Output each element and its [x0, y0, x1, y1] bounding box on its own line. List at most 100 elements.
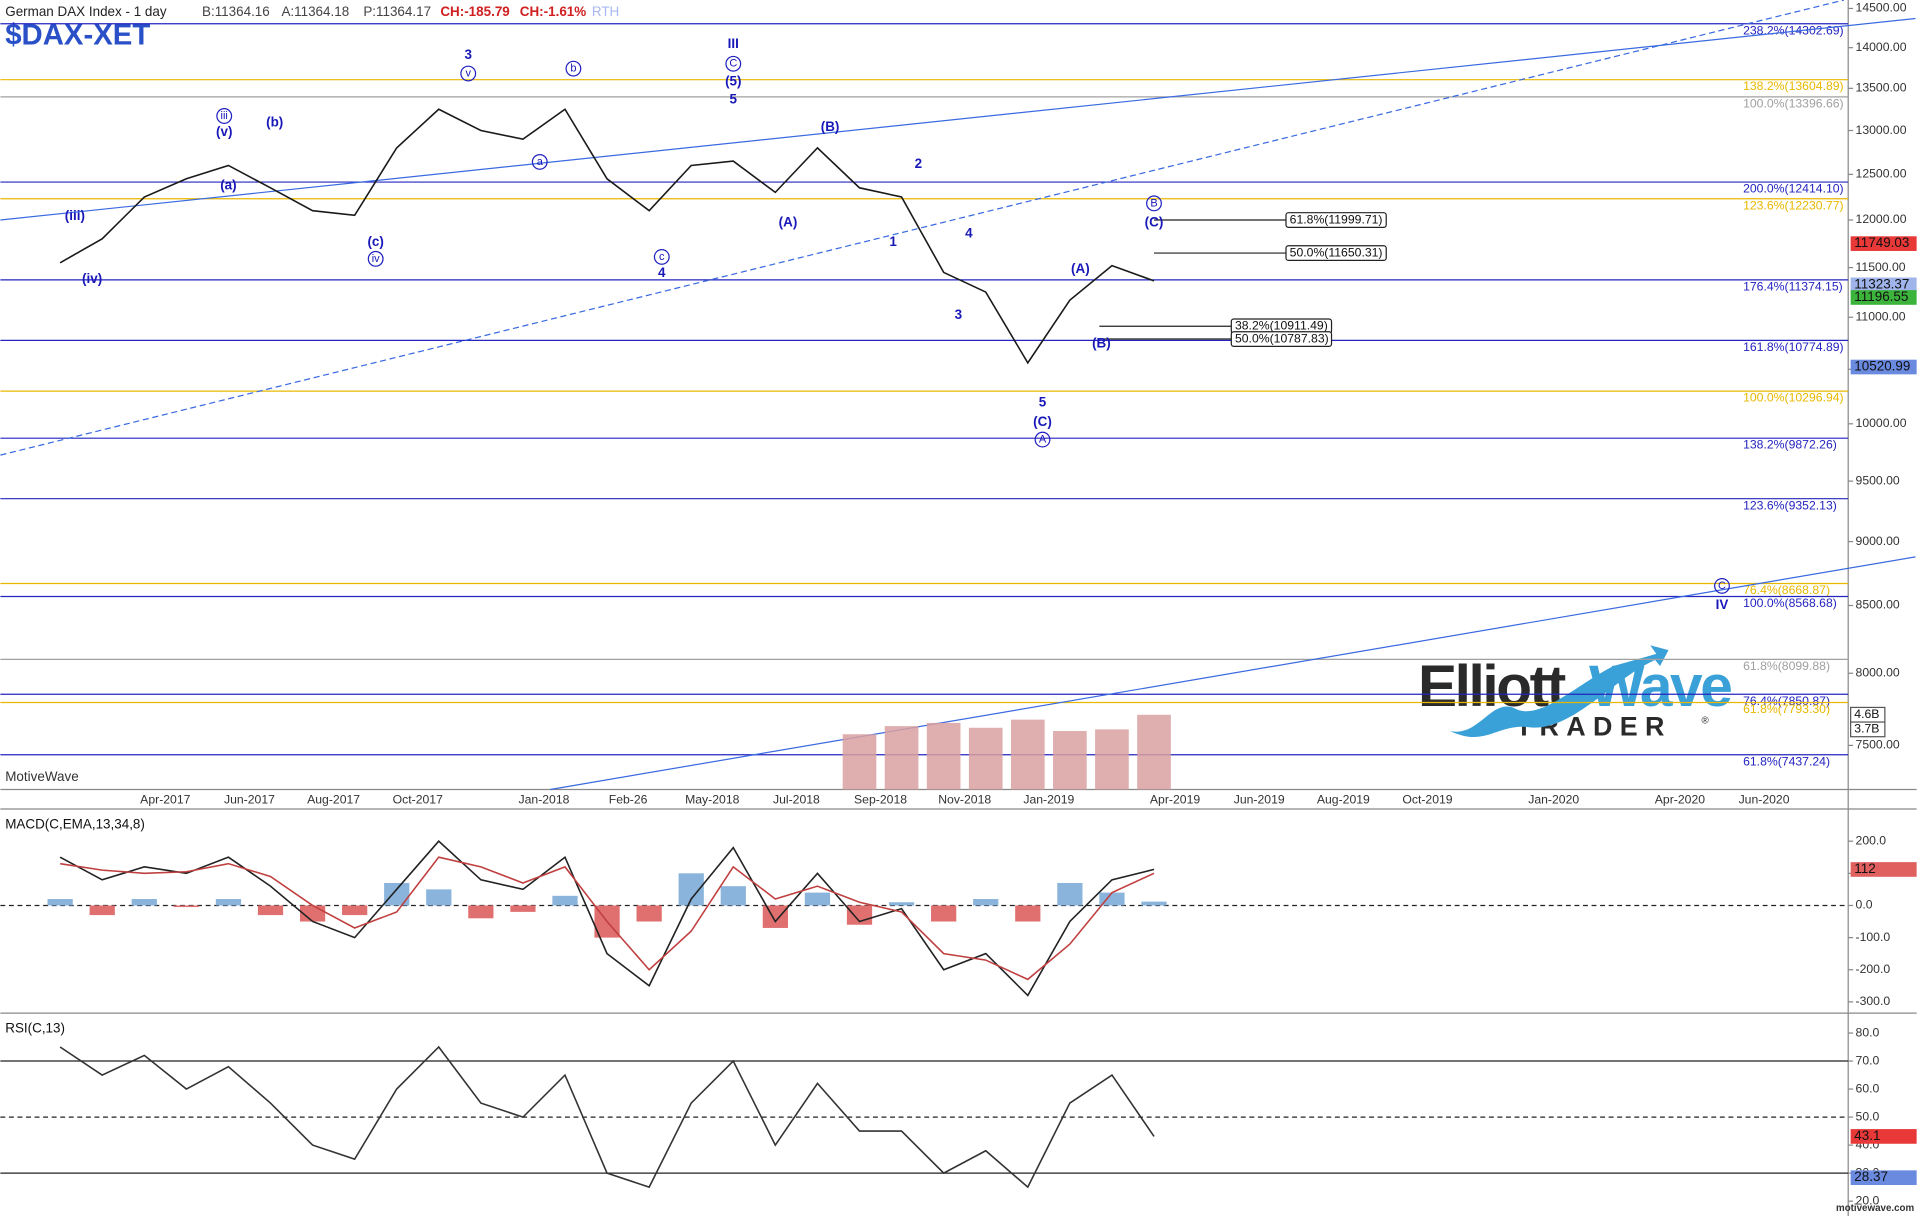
retracement-label: 50.0%(11650.31)	[1290, 245, 1383, 259]
wave-label: C	[1718, 580, 1726, 592]
retracement-box	[1230, 331, 1333, 347]
retracement-box	[1285, 212, 1387, 228]
y-tick-label: 9000.00	[1856, 534, 1900, 548]
retracement-label: 50.0%(10787.83)	[1235, 331, 1329, 345]
y-tick-label: 20.0	[1856, 1193, 1880, 1207]
wave-label: a	[537, 156, 544, 168]
wave-label: 3	[955, 307, 962, 322]
volume-bar	[1137, 714, 1171, 790]
x-tick-label: Aug-2019	[1317, 793, 1370, 807]
histogram-bar	[342, 905, 368, 916]
wave-circle	[1034, 431, 1051, 448]
x-tick-label: Feb-26	[609, 793, 648, 807]
pane: RSI(C,13)80.070.060.050.040.030.020.043.…	[0, 1021, 1917, 1207]
series-line	[59, 108, 1155, 365]
y-tick-label: -200.0	[1856, 962, 1891, 976]
x-tick-label: Apr-2020	[1655, 793, 1705, 807]
x-tick-label: May-2018	[685, 793, 740, 807]
pane: MACD(C,EMA,13,34,8)200.0100.00.0-100.0-2…	[0, 816, 1917, 1008]
wave-label: (A)	[1071, 261, 1090, 276]
y-tick-label: 11000.00	[1856, 309, 1906, 323]
fib-level-label: 123.6%(9352.13)	[1743, 498, 1837, 512]
x-tick-label: Apr-2019	[1150, 793, 1200, 807]
wave-label: III	[728, 36, 739, 51]
series-line	[59, 840, 1155, 997]
chart-title: German DAX Index - 1 day	[5, 4, 167, 19]
fib-level-label: 76.4%(7850.87)	[1743, 694, 1830, 708]
volume-marker-label: 4.6B	[1854, 707, 1879, 721]
wave-circle	[460, 65, 477, 82]
wave-label: 3	[464, 47, 471, 62]
price-badge	[1850, 290, 1917, 305]
y-tick-label: 14500.00	[1856, 1, 1907, 15]
x-tick-label: Nov-2018	[938, 793, 991, 807]
y-tick-label: 13000.00	[1856, 123, 1907, 137]
y-tick-label: 14000.00	[1856, 40, 1907, 54]
wave-circle	[367, 250, 384, 267]
quote-ask: A:11364.18	[281, 4, 349, 19]
trend-line	[0, 17, 1916, 221]
price-badge	[1850, 862, 1917, 877]
y-tick-label: 7500.00	[1856, 738, 1900, 752]
x-tick-label: Apr-2017	[140, 793, 190, 807]
volume-bar	[926, 722, 961, 790]
wave-label: (c)	[367, 234, 383, 249]
histogram-bar	[888, 902, 915, 906]
x-tick-label: Jan-2018	[518, 793, 569, 807]
wave-label: (B)	[1092, 336, 1111, 351]
histogram-bar	[173, 905, 199, 908]
wave-label: (v)	[216, 124, 232, 139]
y-tick-label: 11500.00	[1856, 260, 1906, 274]
volume-bar	[1095, 729, 1129, 790]
wave-label: 1	[889, 234, 897, 249]
fib-level-label: 138.2%(9872.26)	[1743, 438, 1837, 452]
histogram-bar	[1099, 892, 1125, 906]
series-line	[59, 1045, 1155, 1189]
price-badge-label: 11196.55	[1854, 289, 1908, 304]
pane-title: RSI(C,13)	[5, 1021, 65, 1036]
histogram-bar	[384, 882, 410, 906]
wave-label: (iii)	[65, 208, 85, 223]
y-tick-label: 50.0	[1856, 1109, 1880, 1123]
x-tick-label: Oct-2017	[393, 793, 443, 807]
price-badge	[1850, 277, 1917, 293]
y-tick-label: 60.0	[1856, 1081, 1880, 1095]
fib-level-label: 100.0%(10296.94)	[1743, 391, 1844, 405]
histogram-bar	[468, 905, 494, 919]
wave-label: 4	[658, 265, 666, 280]
trend-line	[550, 556, 1916, 791]
volume-marker	[1850, 721, 1886, 738]
y-tick-label: 70.0	[1856, 1053, 1880, 1067]
histogram-bar	[47, 899, 73, 906]
histogram-bar	[426, 889, 452, 906]
fib-level-label: 200.0%(12414.10)	[1743, 182, 1844, 196]
wave-label: B	[1150, 197, 1157, 209]
wave-label: IV	[1716, 597, 1729, 612]
wave-circle	[531, 153, 548, 170]
wave-circle	[216, 108, 233, 124]
y-tick-label: -300.0	[1856, 994, 1891, 1008]
volume-bar	[842, 734, 877, 790]
histogram-bar	[510, 905, 536, 912]
histogram-bar	[762, 905, 788, 928]
x-tick-label: Jan-2019	[1023, 793, 1074, 807]
fib-level-label: 100.0%(8568.68)	[1743, 596, 1837, 610]
wave-circle	[653, 248, 670, 265]
volume-bar	[968, 727, 1003, 790]
histogram-bar	[89, 905, 115, 916]
histogram-bar	[1141, 901, 1167, 906]
retracement-label: 61.8%(11999.71)	[1290, 212, 1383, 226]
volume-bar	[1053, 731, 1087, 790]
x-tick-label: Jul-2018	[773, 793, 820, 807]
fib-level-label: 61.8%(7437.24)	[1743, 754, 1830, 768]
wave-label: (5)	[725, 73, 741, 88]
wave-label: (B)	[821, 119, 840, 134]
wave-label: (C)	[1033, 414, 1052, 429]
price-badge-label: 28.37	[1854, 1169, 1888, 1184]
histogram-bar	[552, 895, 578, 906]
histogram-bar	[636, 905, 662, 922]
histogram-bar	[804, 892, 831, 906]
session: RTH	[592, 4, 619, 19]
fib-level-label: 76.4%(8668.87)	[1743, 583, 1830, 597]
